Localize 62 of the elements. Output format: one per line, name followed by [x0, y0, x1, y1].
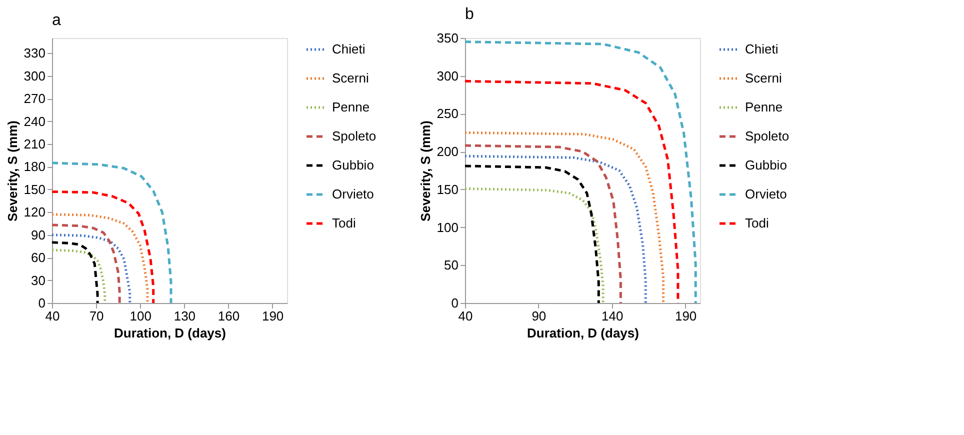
y-tick-label: 90: [31, 227, 46, 242]
y-tick-label: 50: [444, 258, 458, 273]
x-tick-label: 40: [458, 308, 473, 324]
x-tick-label: 40: [45, 308, 60, 324]
line-series: [464, 131, 665, 304]
x-axis-title: Duration, D (days): [114, 326, 226, 340]
legend-label: Todi: [332, 216, 356, 230]
line-series: [50, 162, 172, 304]
legend-label: Scerni: [745, 70, 782, 86]
y-tick-label: 120: [24, 204, 46, 220]
y-tick-label: 150: [436, 182, 458, 197]
y-axis-title: Severity, S (mm): [418, 120, 433, 222]
y-tick-label: 200: [436, 144, 458, 160]
x-tick-label: 130: [174, 308, 196, 324]
legend-label: Gubbio: [332, 158, 374, 172]
chart-title: a: [52, 12, 61, 29]
legend-label: Gubbio: [745, 158, 787, 172]
y-tick-label: 250: [436, 106, 458, 122]
line-series: [50, 234, 132, 304]
legend-label: Orvieto: [332, 186, 374, 202]
line-series: [50, 213, 149, 304]
y-tick-label: 330: [24, 46, 46, 61]
y-tick-label: 240: [24, 114, 46, 129]
y-tick-label: 350: [436, 30, 458, 46]
line-series: [464, 144, 622, 304]
legend-label: Penne: [745, 100, 783, 114]
legend-label: Spoleto: [332, 128, 376, 144]
line-series: [464, 154, 647, 304]
x-tick-label: 190: [262, 308, 284, 324]
x-tick-label: 140: [602, 308, 624, 324]
x-tick-label: 190: [674, 308, 697, 324]
legend-label: Chieti: [332, 42, 366, 56]
legend-label: Todi: [745, 216, 769, 230]
legend-label: Penne: [332, 100, 370, 114]
line-series: [50, 241, 99, 304]
chart-title: b: [465, 6, 474, 23]
y-tick-label: 180: [24, 159, 46, 174]
y-tick-label: 210: [24, 136, 46, 152]
line-series: [464, 40, 697, 304]
x-tick-label: 160: [218, 308, 240, 324]
line-series: [464, 187, 604, 304]
y-tick-label: 100: [436, 220, 458, 235]
legend-label: Spoleto: [745, 128, 790, 144]
y-tick-label: 150: [24, 182, 46, 197]
x-tick-label: 100: [130, 308, 152, 324]
legend-label: Chieti: [745, 42, 778, 56]
y-tick-label: 60: [31, 250, 46, 266]
y-tick-label: 300: [24, 68, 46, 84]
legend-label: Scerni: [332, 70, 369, 86]
y-axis-title: Severity, S (mm): [4, 120, 20, 222]
y-tick-label: 270: [24, 91, 46, 106]
y-tick-label: 30: [31, 272, 46, 288]
y-tick-label: 0: [38, 296, 46, 310]
line-series: [50, 190, 155, 304]
line-series: [50, 224, 121, 304]
x-tick-label: 70: [89, 308, 104, 324]
x-axis-title: Duration, D (days): [527, 326, 639, 340]
x-tick-label: 90: [532, 308, 546, 324]
y-tick-label: 300: [436, 68, 458, 84]
line-series: [464, 164, 600, 304]
legend-label: Orvieto: [745, 186, 787, 202]
y-tick-label: 0: [451, 296, 458, 310]
